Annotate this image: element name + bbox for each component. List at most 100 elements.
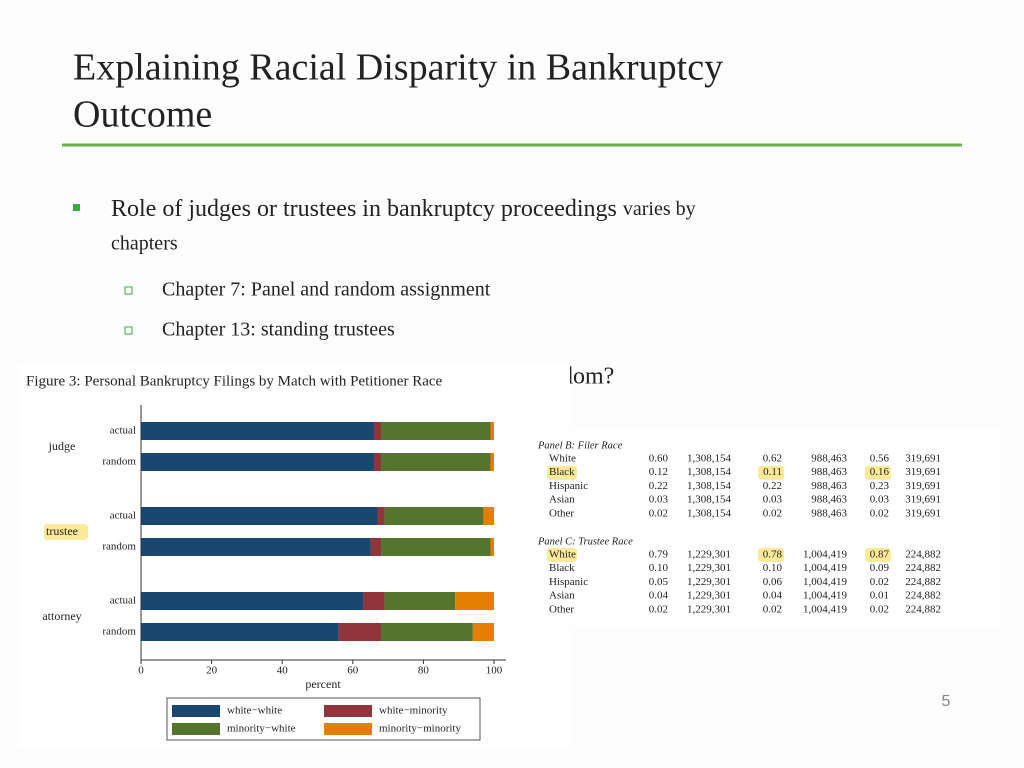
table: Panel B: Filer Race White 0.60 1,308,154 0.6… [537, 440, 941, 615]
table-cell: 0.02 [870, 507, 889, 519]
cell-highlight [865, 548, 891, 562]
table-cell: 0.03 [763, 494, 783, 506]
table-cell: 0.16 [870, 466, 890, 478]
x-tick-label: 0 [138, 665, 144, 677]
cell-highlight [547, 465, 577, 480]
table-cell: 1,308,154 [687, 494, 732, 506]
table-cell: 1,308,154 [687, 453, 732, 465]
table-cell: 319,691 [905, 494, 941, 506]
bar-segment [141, 422, 374, 440]
x-tick-label: 60 [347, 665, 359, 677]
bar-segment [141, 538, 371, 556]
sub-bullet-marker [124, 286, 133, 295]
bullet-text: Role of judges or trustees in bankruptcy… [111, 196, 696, 222]
legend-swatch [324, 723, 372, 735]
y-tick-label: random [102, 456, 136, 468]
table-cell: 0.05 [649, 576, 669, 588]
table-cell: 1,004,419 [803, 576, 848, 588]
table-cell: Hispanic [549, 576, 588, 588]
bar-segment [472, 623, 494, 641]
cell-highlight [865, 465, 891, 480]
table-cell: 0.79 [649, 549, 669, 561]
table-cell: 0.03 [870, 494, 890, 506]
slide-title: Explaining Racial Disparity in Bankruptc… [73, 47, 723, 89]
table-cell: 0.56 [870, 453, 890, 465]
table-cell: 0.11 [763, 466, 782, 478]
table-cell: 0.10 [649, 562, 669, 574]
table-cell: 0.10 [763, 562, 783, 574]
bar-segment [373, 453, 382, 471]
table-cell: Asian [549, 494, 575, 506]
table-cell: 0.02 [763, 507, 782, 519]
table-cell: 0.12 [649, 466, 668, 478]
table-cell: 1,229,301 [687, 562, 731, 574]
table-cell: 988,463 [811, 453, 847, 465]
group-label: judge [48, 439, 76, 453]
bullet-text: Role of judges or trustees in bankruptcy… [111, 196, 617, 222]
table-cell: 0.62 [763, 453, 782, 465]
table-cell: 0.23 [870, 480, 890, 492]
table-cell: 1,004,419 [803, 549, 848, 561]
table-cell: 0.02 [870, 603, 889, 615]
table-cell: 224,882 [905, 590, 941, 602]
table-cell: 0.03 [649, 494, 669, 506]
table-cell: 0.78 [763, 549, 783, 561]
table-cell: 319,691 [905, 507, 941, 519]
group-label: trustee [46, 524, 78, 538]
bar-segment [373, 422, 382, 440]
bar-segment [381, 422, 491, 440]
legend-label: white−minority [379, 705, 448, 717]
table-cell: 988,463 [811, 507, 847, 519]
bar-segment [141, 623, 339, 641]
table-cell: 0.87 [870, 549, 890, 561]
legend-swatch [324, 705, 372, 717]
table-cell: 319,691 [905, 480, 941, 492]
y-tick-label: actual [110, 510, 136, 522]
table-cell: 0.22 [649, 480, 668, 492]
bullet-text: chapters [111, 233, 178, 255]
bar-segment [338, 623, 382, 641]
legend-label: minority−minority [379, 723, 461, 735]
table-cell: 1,229,301 [687, 603, 731, 615]
bar-segment [381, 623, 473, 641]
table-cell: 1,308,154 [687, 480, 732, 492]
table-cell: 0.01 [870, 590, 889, 602]
slide-title: Outcome [73, 94, 212, 136]
table-cell: Hispanic [549, 480, 588, 492]
table-cell: Other [549, 507, 574, 519]
bar-segment [384, 507, 484, 525]
table-cell: 1,229,301 [687, 549, 731, 561]
table-cell: 319,691 [905, 453, 941, 465]
group-label: attorney [42, 609, 81, 623]
table-cell: 988,463 [811, 466, 847, 478]
sub-bullet: Chapter 13: standing trustees [162, 319, 395, 341]
x-tick-label: 100 [486, 665, 503, 677]
bar-segment [141, 453, 374, 471]
legend-label: white−white [227, 705, 282, 717]
table-cell: 0.02 [649, 507, 668, 519]
chart-title: Figure 3: Personal Bankruptcy Filings by… [26, 373, 443, 389]
bar-segment [377, 507, 385, 525]
cell-highlight [547, 548, 577, 562]
legend-swatch [172, 723, 220, 735]
legend-swatch [172, 705, 220, 717]
table-cell: 224,882 [905, 576, 941, 588]
table-cell: 1,004,419 [803, 562, 848, 574]
table-cell: 0.02 [763, 603, 782, 615]
y-tick-label: random [102, 626, 136, 638]
table-cell: White [549, 453, 576, 465]
table-cell: 224,882 [905, 562, 941, 574]
bar-segment [490, 422, 494, 440]
bar-segment [483, 507, 494, 525]
legend-label: minority−white [227, 723, 296, 735]
table-cell: 0.04 [649, 590, 669, 602]
bullet-text: varies by [623, 198, 696, 220]
table-cell: 0.06 [763, 576, 783, 588]
table-cell: Black [549, 562, 575, 574]
table-cell: Other [549, 603, 574, 615]
bullet-marker [73, 204, 80, 211]
bar-segment [384, 592, 456, 610]
y-tick-label: actual [110, 595, 136, 607]
